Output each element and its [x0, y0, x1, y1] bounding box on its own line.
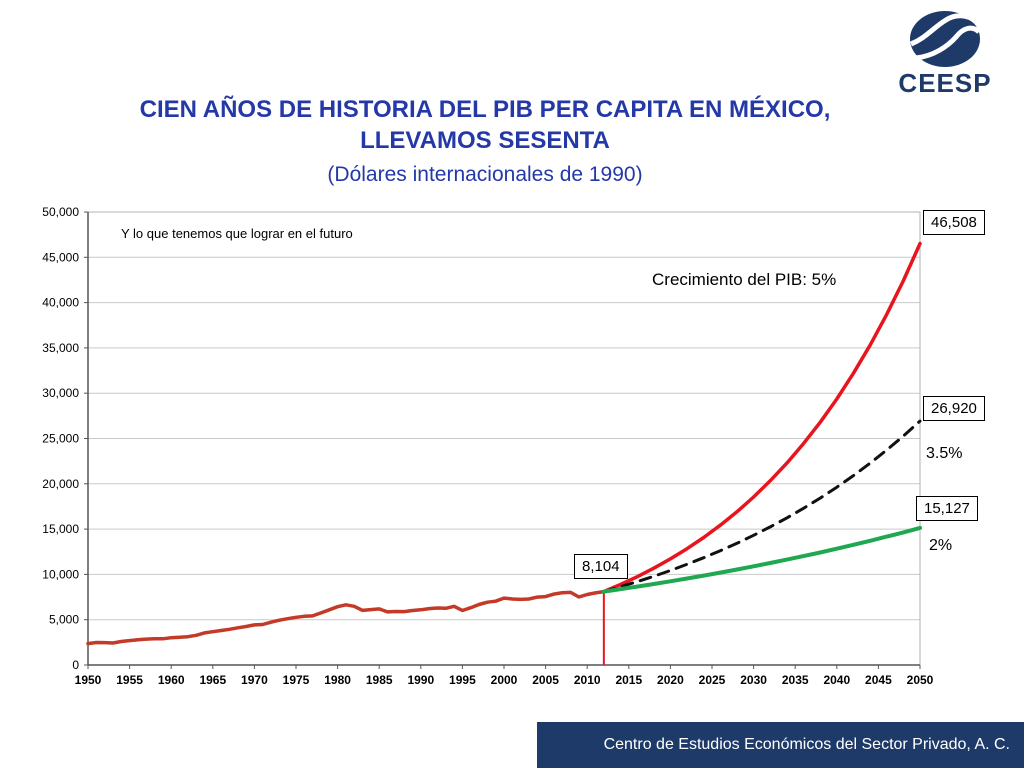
- slide-subtitle: (Dólares internacionales de 1990): [327, 163, 643, 186]
- value-box-5pct-end: 46,508: [923, 210, 985, 235]
- y-tick-label: 5,000: [49, 613, 79, 627]
- gdp-per-capita-chart: 0 5,000 10,000 15,000 20,000 25,000 30,000 35,0…: [0, 200, 1024, 710]
- series-proyeccion-2pct: [601, 525, 922, 594]
- x-tick-label: 1990: [407, 673, 434, 687]
- x-tick-label: 2045: [865, 673, 892, 687]
- x-tick-label: 1965: [199, 673, 226, 687]
- x-tick-label: 1985: [366, 673, 393, 687]
- slide-title: CIEN AÑOS DE HISTORIA DEL PIB PER CAPITA…: [10, 94, 960, 190]
- chart-plot: 0 5,000 10,000 15,000 20,000 25,000 30,000 35,0…: [42, 205, 934, 687]
- y-tick-label: 25,000: [42, 432, 79, 446]
- note-future: Y lo que tenemos que lograr en el futuro: [121, 226, 353, 241]
- footer-bar: Centro de Estudios Económicos del Sector…: [537, 722, 1024, 768]
- title-line1: CIEN AÑOS DE HISTORIA DEL PIB PER CAPITA…: [139, 96, 831, 123]
- x-tick-label: 1980: [324, 673, 351, 687]
- y-tick-label: 10,000: [42, 567, 79, 581]
- rate-label-3-5pct: 3.5%: [926, 445, 963, 462]
- title-line2: LLEVAMOS SESENTA: [360, 127, 610, 154]
- series-proyeccion-3-5pct: [602, 419, 922, 594]
- x-tick-label: 1955: [116, 673, 143, 687]
- ceesp-logo: CEESP: [880, 10, 1010, 99]
- y-tick-label: 30,000: [42, 386, 79, 400]
- y-tick-label: 45,000: [42, 250, 79, 264]
- x-tick-label: 1950: [75, 673, 102, 687]
- ceesp-globe-icon: [909, 11, 981, 67]
- value-box-3-5pct-end: 26,920: [923, 396, 985, 421]
- y-tick-label: 0: [72, 658, 79, 672]
- y-tick-label: 20,000: [42, 477, 79, 491]
- x-tick-label: 1970: [241, 673, 268, 687]
- x-tick-label: 2020: [657, 673, 684, 687]
- x-tick-label: 2040: [823, 673, 850, 687]
- x-tick-label: 2010: [574, 673, 601, 687]
- ceesp-logo-text: CEESP: [898, 68, 992, 98]
- x-tick-label: 1995: [449, 673, 476, 687]
- rate-label-2pct: 2%: [929, 537, 953, 554]
- x-tick-label: 2025: [699, 673, 726, 687]
- x-tick-label: 2000: [491, 673, 518, 687]
- y-tick-label: 40,000: [42, 296, 79, 310]
- footer-text: Centro de Estudios Económicos del Sector…: [603, 736, 1010, 753]
- x-tick-label: 2015: [615, 673, 642, 687]
- x-tick-label: 2005: [532, 673, 559, 687]
- label-growth-5pct: Crecimiento del PIB: 5%: [652, 270, 837, 289]
- series-serie-historica: [86, 589, 606, 646]
- x-tick-label: 2030: [740, 673, 767, 687]
- x-tick-label: 2050: [907, 673, 934, 687]
- y-tick-label: 50,000: [42, 205, 79, 219]
- y-tick-label: 35,000: [42, 341, 79, 355]
- x-tick-label: 2035: [782, 673, 809, 687]
- value-box-2012: 8,104: [574, 554, 628, 579]
- x-tick-label: 1960: [158, 673, 185, 687]
- series-proyeccion-5pct: [602, 241, 922, 594]
- y-tick-label: 15,000: [42, 522, 79, 536]
- x-tick-label: 1975: [283, 673, 310, 687]
- value-box-2pct-end: 15,127: [916, 496, 978, 521]
